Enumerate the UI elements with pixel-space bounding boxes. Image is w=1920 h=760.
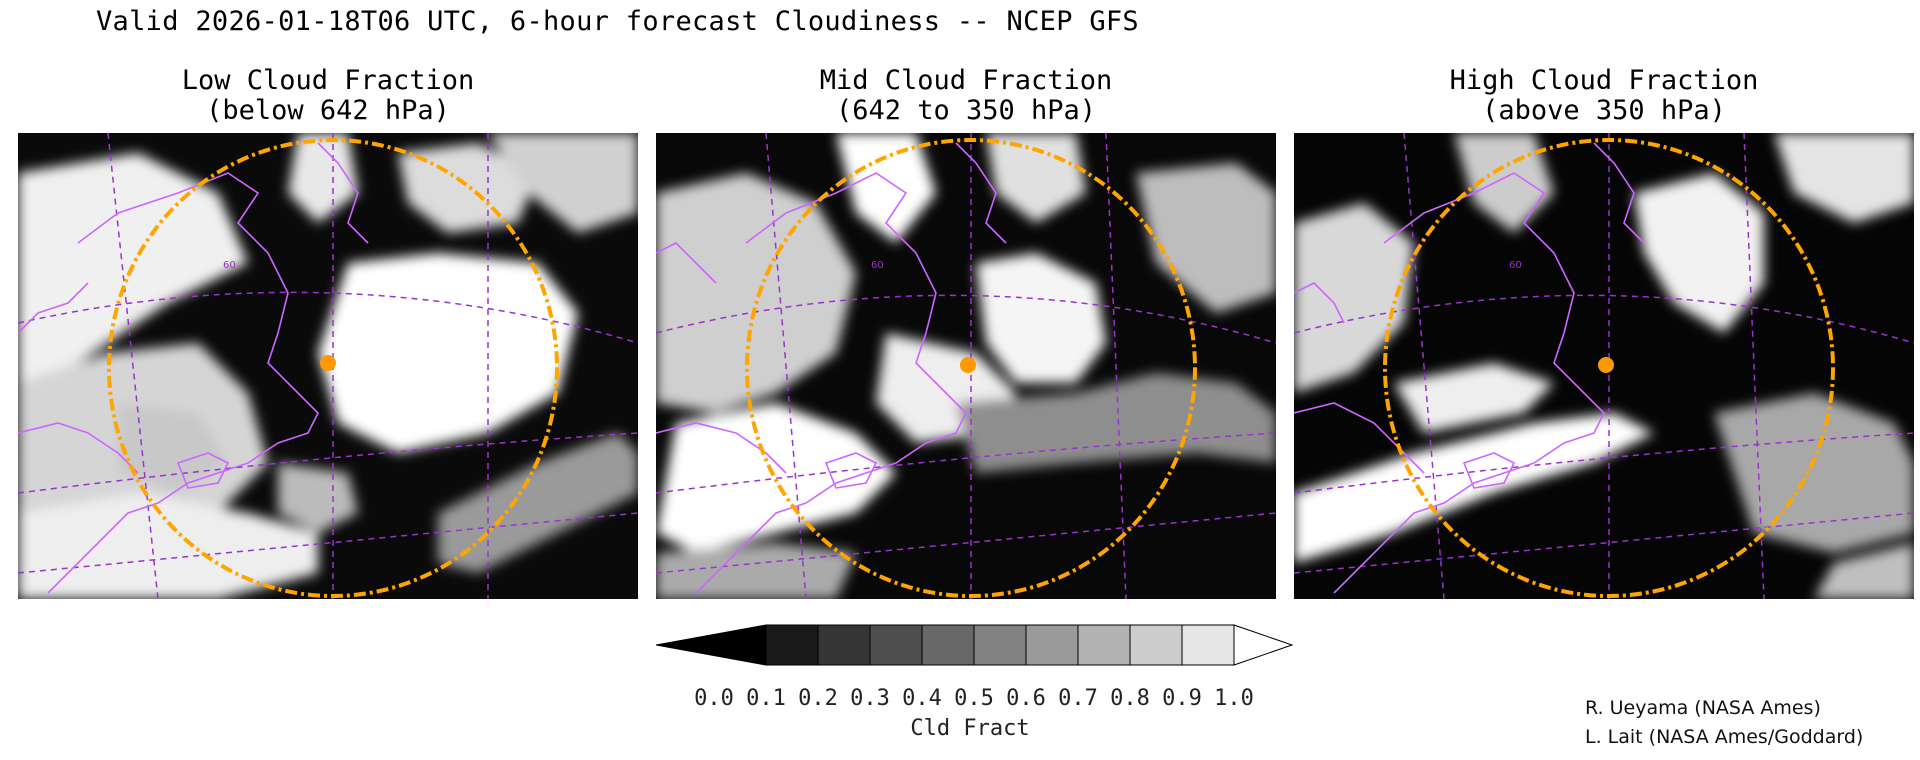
panel-title-line2: (above 350 hPa) [1482, 95, 1726, 126]
colorbar-swatch [869, 624, 923, 666]
panel-title-line1: High Cloud Fraction [1449, 65, 1759, 96]
grid-label: 60 [871, 260, 884, 271]
colorbar-ticks: 0.0 0.1 0.2 0.3 0.4 0.5 0.6 0.7 0.8 0.9 1.0 [0, 686, 1920, 716]
cloud-map-mid: 60 [656, 133, 1276, 599]
cloud-field [656, 133, 1276, 599]
colorbar-tick-label: 0.1 [746, 686, 786, 711]
colorbar [655, 622, 1296, 672]
site-marker [1598, 357, 1614, 373]
panel-title-low: Low Cloud Fraction (below 642 hPa) [18, 66, 638, 126]
panel-title-high: High Cloud Fraction (above 350 hPa) [1294, 66, 1914, 126]
colorbar-tick-label: 1.0 [1214, 686, 1254, 711]
colorbar-swatch [1181, 624, 1235, 666]
coastlines [18, 142, 369, 594]
colorbar-swatch [1025, 624, 1079, 666]
colorbar-label: Cld Fract [910, 716, 1030, 741]
cloud-map-high: 60 [1294, 133, 1914, 599]
graticule [656, 133, 1276, 599]
map-panel-mid: 60 [656, 133, 1276, 599]
panel-title-line1: Low Cloud Fraction [181, 65, 475, 96]
range-ring [1383, 138, 1835, 598]
cloud-map-low: 60 [18, 133, 638, 599]
coastlines [656, 142, 1007, 594]
colorbar-tick-label: 0.2 [798, 686, 838, 711]
colorbar-arrow-low [655, 624, 767, 666]
panel-title-line2: (642 to 350 hPa) [835, 95, 1097, 126]
credit-line-2: L. Lait (NASA Ames/Goddard) [1585, 726, 1864, 748]
colorbar-tick-label: 0.7 [1058, 686, 1098, 711]
colorbar-arrow-high [1233, 624, 1294, 666]
range-ring [745, 138, 1197, 598]
colorbar-tick-label: 0.9 [1162, 686, 1202, 711]
grid-label: 60 [223, 260, 236, 271]
coastlines [1294, 142, 1645, 594]
colorbar-tick-label: 0.4 [902, 686, 942, 711]
colorbar-tick-label: 0.8 [1110, 686, 1150, 711]
map-panel-high: 60 [1294, 133, 1914, 599]
cloud-field [18, 133, 638, 599]
colorbar-swatch [921, 624, 975, 666]
map-title: Valid 2026-01-18T06 UTC, 6-hour forecast… [96, 6, 1139, 37]
colorbar-svg [655, 624, 1294, 666]
panel-title-line1: Mid Cloud Fraction [819, 65, 1113, 96]
panel-title-mid: Mid Cloud Fraction (642 to 350 hPa) [656, 66, 1276, 126]
panel-title-line2: (below 642 hPa) [206, 95, 450, 126]
colorbar-tick-label: 0.0 [694, 686, 734, 711]
colorbar-swatch [1129, 624, 1183, 666]
colorbar-swatch [973, 624, 1027, 666]
map-panel-low: 60 [18, 133, 638, 599]
colorbar-swatch [1077, 624, 1131, 666]
credit-line-1: R. Ueyama (NASA Ames) [1585, 697, 1821, 719]
colorbar-swatch [817, 624, 871, 666]
colorbar-tick-label: 0.5 [954, 686, 994, 711]
colorbar-tick-label: 0.6 [1006, 686, 1046, 711]
site-marker [960, 357, 976, 373]
colorbar-tick-label: 0.3 [850, 686, 890, 711]
range-ring [107, 138, 559, 598]
colorbar-swatch [765, 624, 819, 666]
site-marker [320, 355, 336, 371]
grid-label: 60 [1509, 260, 1522, 271]
graticule [18, 133, 638, 599]
